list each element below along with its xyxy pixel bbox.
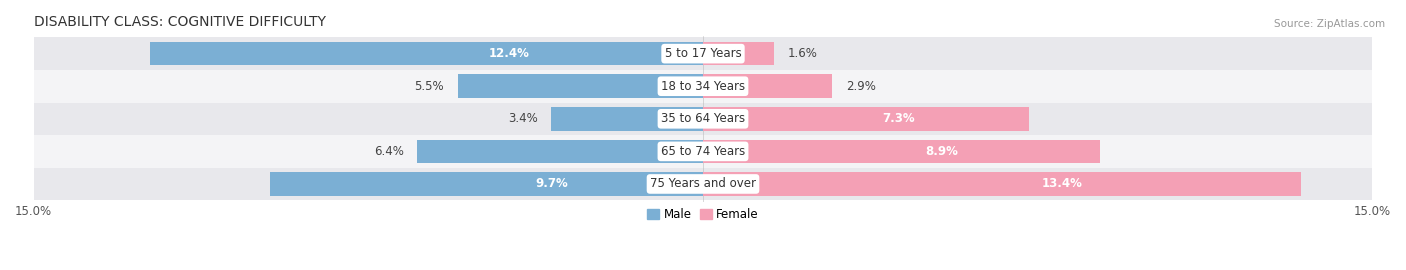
Bar (34, 70, 1372, 103)
Bar (34, 135, 1372, 168)
Text: 3.4%: 3.4% (508, 112, 538, 125)
Text: 35 to 64 Years: 35 to 64 Years (661, 112, 745, 125)
Text: 13.4%: 13.4% (1042, 177, 1083, 190)
Text: 9.7%: 9.7% (536, 177, 568, 190)
Text: 8.9%: 8.9% (925, 145, 957, 158)
Text: 1.6%: 1.6% (787, 47, 818, 60)
Bar (703, 172, 1301, 196)
Bar (703, 140, 1101, 163)
Bar (703, 107, 1029, 130)
Bar (703, 42, 775, 65)
Bar (34, 168, 1372, 200)
Bar (551, 107, 703, 130)
Text: 2.9%: 2.9% (846, 80, 876, 93)
Bar (703, 75, 832, 98)
Text: 7.3%: 7.3% (882, 112, 915, 125)
Text: 5.5%: 5.5% (415, 80, 444, 93)
Legend: Male, Female: Male, Female (643, 203, 763, 226)
Bar (270, 172, 703, 196)
Text: 65 to 74 Years: 65 to 74 Years (661, 145, 745, 158)
Text: 6.4%: 6.4% (374, 145, 404, 158)
Text: 75 Years and over: 75 Years and over (650, 177, 756, 190)
Text: 5 to 17 Years: 5 to 17 Years (665, 47, 741, 60)
Text: 18 to 34 Years: 18 to 34 Years (661, 80, 745, 93)
Bar (34, 37, 1372, 70)
Text: 12.4%: 12.4% (489, 47, 530, 60)
Text: DISABILITY CLASS: COGNITIVE DIFFICULTY: DISABILITY CLASS: COGNITIVE DIFFICULTY (34, 15, 326, 29)
Bar (457, 75, 703, 98)
Bar (149, 42, 703, 65)
Text: Source: ZipAtlas.com: Source: ZipAtlas.com (1274, 19, 1385, 29)
Bar (34, 103, 1372, 135)
Bar (418, 140, 703, 163)
